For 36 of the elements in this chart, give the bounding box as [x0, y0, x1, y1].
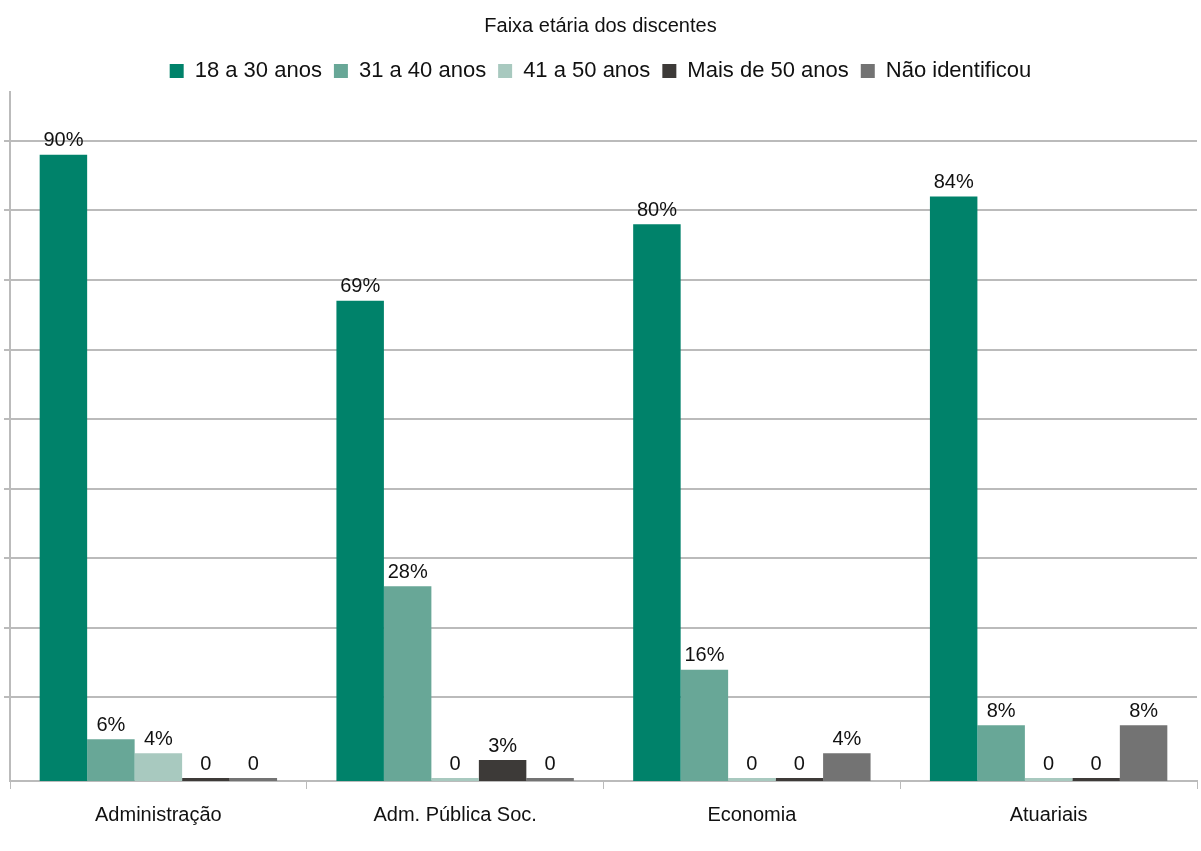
legend-label: Mais de 50 anos: [687, 57, 849, 83]
data-label: 0: [247, 751, 259, 774]
bar: [383, 586, 432, 781]
data-label: 0: [544, 751, 556, 774]
data-label: 8%: [986, 698, 1016, 721]
bar: [929, 196, 978, 781]
data-label: 16%: [684, 643, 725, 666]
bar: [39, 154, 88, 781]
x-tick-label: Economia: [707, 802, 798, 825]
x-tick-label: Atuariais: [1009, 802, 1088, 825]
chart-title: Faixa etária dos discentes: [484, 13, 717, 36]
bar: [633, 224, 681, 781]
x-tick-label: Administração: [95, 802, 222, 825]
x-tick-label: Adm. Pública Soc.: [373, 802, 537, 825]
legend-label: Não identificou: [885, 57, 1032, 83]
data-label: 4%: [832, 726, 862, 749]
data-label: 6%: [96, 712, 126, 735]
data-label: 69%: [340, 274, 381, 297]
data-label: 0: [1090, 751, 1102, 774]
legend-label: 18 a 30 anos: [194, 57, 322, 83]
data-label: 0: [449, 751, 461, 774]
data-label: 8%: [1129, 698, 1159, 721]
bar: [680, 669, 729, 781]
data-label: 90%: [43, 128, 84, 151]
data-label: 80%: [636, 197, 678, 220]
legend-label: 31 a 40 anos: [358, 57, 487, 83]
data-label: 4%: [143, 726, 174, 749]
bar: [336, 300, 384, 781]
data-label: 3%: [488, 733, 518, 756]
legend-label: 41 a 50 anos: [523, 57, 651, 83]
data-label: 0: [793, 751, 805, 774]
data-label: 28%: [387, 559, 428, 582]
data-label: 0: [200, 751, 212, 774]
data-label: 0: [1043, 751, 1055, 774]
data-label: 0: [746, 751, 758, 774]
data-label: 84%: [933, 169, 974, 192]
